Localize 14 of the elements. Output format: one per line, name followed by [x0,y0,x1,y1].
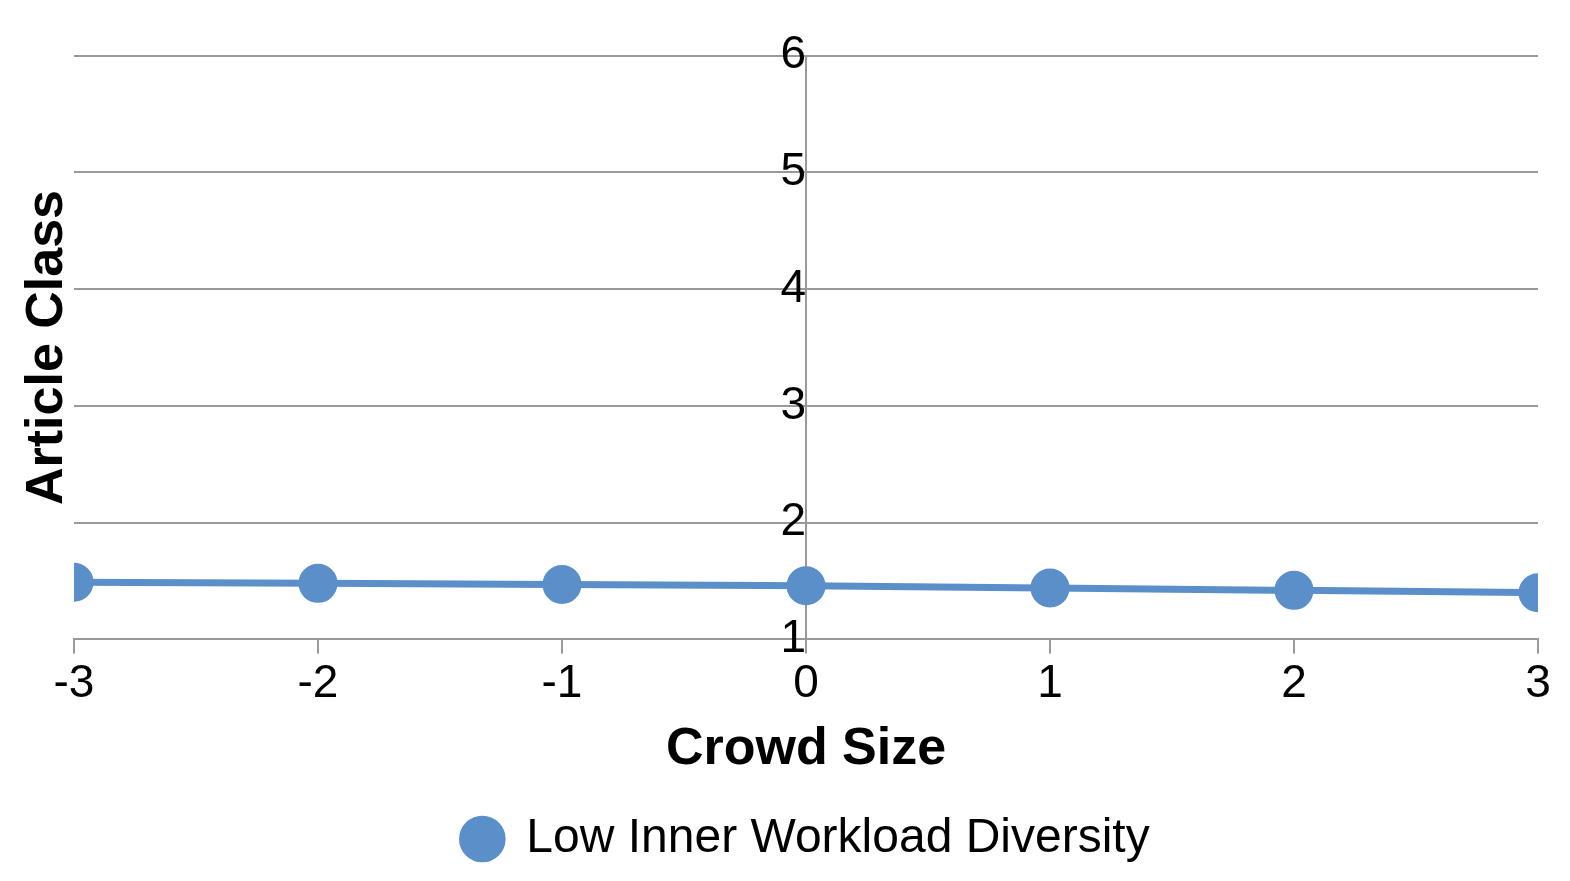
x-tick-label: -2 [297,654,339,707]
y-tick-label: 4 [780,259,806,312]
y-tick-label: 5 [780,143,806,196]
y-tick-label: 2 [780,493,806,546]
x-tick-label: 3 [1525,654,1551,707]
legend-label: Low Inner Workload Diversity [526,809,1150,863]
y-tick-label: 3 [780,376,806,429]
x-tick-label: 2 [1281,654,1307,707]
y-tick-label: 6 [780,26,806,79]
x-tick-label: -3 [53,654,95,707]
x-tick-label: -1 [541,654,583,707]
y-axis-title: Article Class [15,189,74,506]
x-axis-title: Crowd Size [665,717,947,776]
x-tick-label: 1 [1037,654,1063,707]
